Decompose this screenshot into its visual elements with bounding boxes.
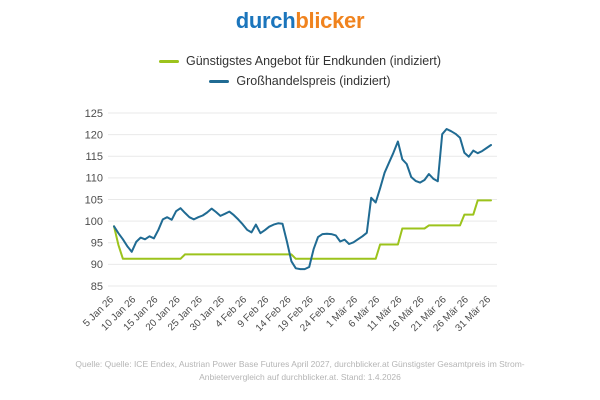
y-tick-label: 95 [91,238,103,250]
green-line-swatch-icon [158,59,179,63]
legend-item-guenstigstes-angebot: Günstigstes Angebot für Endkunden (indiz… [158,54,441,68]
page-title: durchblicker [0,8,600,34]
source-note: Quelle: Quelle: ICE Endex, Austrian Powe… [60,358,540,384]
blue-line-swatch-icon [209,79,230,83]
y-tick-label: 90 [91,259,103,271]
legend-label-guenstigstes-angebot: Günstigstes Angebot für Endkunden (indiz… [185,54,441,68]
series-line-grosshandelspreis [113,128,492,271]
series-line-guenstigstes-angebot [113,199,492,260]
y-tick-label: 85 [91,281,103,293]
source-note-line1: Quelle: Quelle: ICE Endex, Austrian Powe… [75,359,525,369]
legend-item-grosshandelspreis: Großhandelspreis (indiziert) [209,74,391,88]
y-tick-label: 125 [85,108,103,120]
y-tick-label: 110 [85,173,103,185]
source-note-line2: Anbietervergleich auf durchblicker.at. S… [199,372,401,382]
logo-blicker: blicker [295,8,365,33]
logo-durch: durch [235,8,296,33]
y-tick-label: 100 [85,216,103,228]
y-tick-label: 120 [85,129,103,141]
y-tick-label: 115 [85,151,103,163]
chart-legend: Günstigstes Angebot für Endkunden (indiz… [0,54,600,88]
legend-label-grosshandelspreis: Großhandelspreis (indiziert) [236,74,391,88]
y-tick-label: 105 [85,194,103,206]
